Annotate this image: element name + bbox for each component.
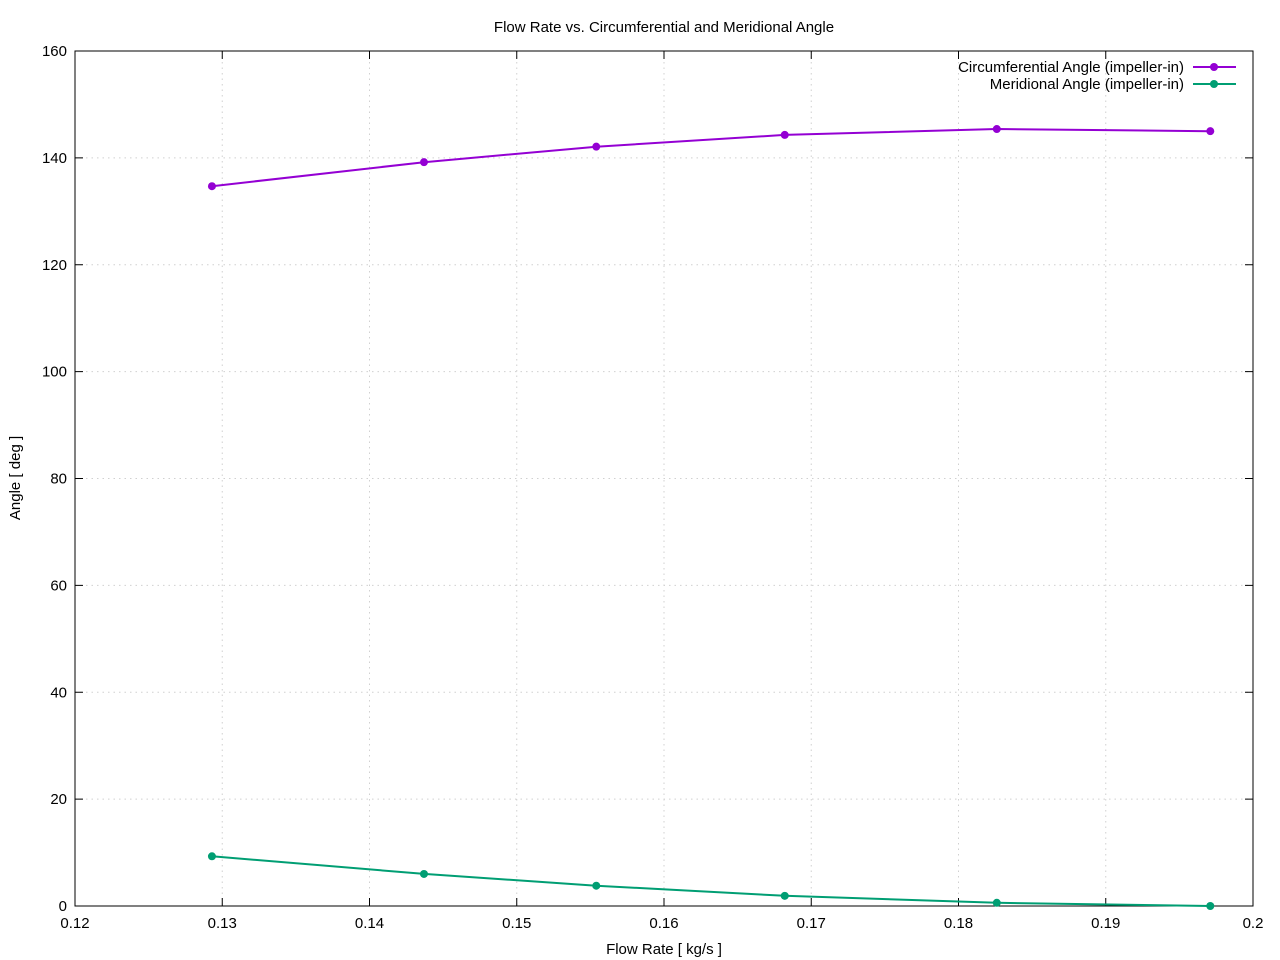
x-tick-label: 0.17 bbox=[797, 915, 826, 932]
grid-lines bbox=[75, 51, 1253, 906]
x-tick-label: 0.19 bbox=[1091, 915, 1120, 932]
data-point bbox=[207, 182, 216, 191]
legend-marker bbox=[1210, 80, 1218, 88]
series-meridional bbox=[207, 852, 1215, 910]
data-point bbox=[780, 891, 789, 900]
x-axis-label: Flow Rate [ kg/s ] bbox=[606, 941, 722, 958]
data-point bbox=[992, 125, 1001, 134]
y-tick-label: 80 bbox=[50, 471, 67, 488]
data-point bbox=[780, 130, 789, 139]
series-line bbox=[211, 127, 1211, 188]
x-tick-label: 0.12 bbox=[60, 915, 89, 932]
series-layer bbox=[207, 125, 1215, 910]
data-point bbox=[207, 852, 216, 861]
x-tick-label: 0.2 bbox=[1243, 915, 1264, 932]
data-point bbox=[992, 898, 1001, 907]
y-tick-label: 40 bbox=[50, 684, 67, 701]
data-point bbox=[419, 158, 428, 167]
data-point bbox=[592, 142, 601, 151]
axis-ticks: 0.12 0.13 0.14 0.15 0.16 0.17 0.18 0.19 0.2 0 20 40… bbox=[42, 43, 1263, 932]
data-point bbox=[592, 881, 601, 890]
series-line bbox=[211, 855, 1211, 907]
data-point bbox=[419, 869, 428, 878]
legend: Circumferential Angle (impeller-in)Merid… bbox=[958, 59, 1236, 93]
legend-label: Meridional Angle (impeller-in) bbox=[990, 76, 1184, 93]
x-tick-label: 0.16 bbox=[649, 915, 678, 932]
y-tick-label: 0 bbox=[59, 898, 67, 915]
legend-marker bbox=[1210, 63, 1218, 71]
x-tick-label: 0.15 bbox=[502, 915, 531, 932]
y-tick-label: 160 bbox=[42, 43, 67, 60]
y-tick-label: 140 bbox=[42, 150, 67, 167]
data-point bbox=[1206, 127, 1215, 136]
y-tick-label: 120 bbox=[42, 257, 67, 274]
y-tick-label: 60 bbox=[50, 577, 67, 594]
legend-label: Circumferential Angle (impeller-in) bbox=[958, 59, 1184, 76]
y-axis-label: Angle [ deg ] bbox=[7, 436, 24, 520]
x-tick-label: 0.18 bbox=[944, 915, 973, 932]
chart-title: Flow Rate vs. Circumferential and Meridi… bbox=[494, 19, 834, 36]
x-tick-label: 0.13 bbox=[208, 915, 237, 932]
series-circumferential bbox=[207, 125, 1215, 191]
data-point bbox=[1206, 902, 1215, 910]
y-tick-label: 20 bbox=[50, 791, 67, 808]
y-tick-label: 100 bbox=[42, 364, 67, 381]
x-tick-label: 0.14 bbox=[355, 915, 384, 932]
